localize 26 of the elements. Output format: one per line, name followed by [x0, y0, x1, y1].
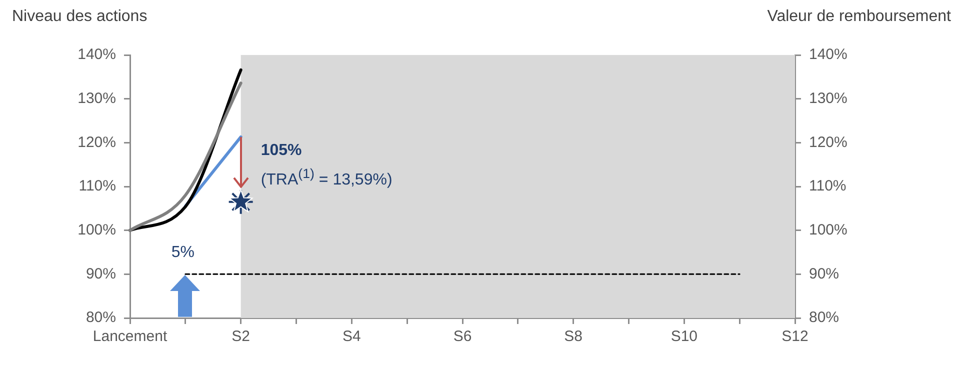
x-tick-label: S12 [782, 328, 808, 346]
x-tick-label: S4 [342, 328, 361, 346]
y-tick-label: 80% [809, 309, 840, 326]
x-tick-label: Lancement [92, 328, 168, 346]
y-tick-label: 90% [809, 265, 840, 282]
annotation: 5% [171, 244, 195, 262]
y-tick-label: 140% [809, 46, 848, 64]
text: Valeur de remboursement [767, 8, 951, 26]
y2-tick-label: 90% [86, 265, 116, 282]
annotation: 105% [260, 142, 302, 160]
y-tick-label: 130% [809, 90, 848, 107]
y2-tick-label: 130% [78, 90, 116, 107]
y-tick-label: 120% [809, 134, 848, 151]
y2-tick-label: 80% [86, 309, 116, 326]
x-tick-label: S10 [670, 328, 698, 346]
y2-tick-label: 120% [78, 134, 116, 151]
text: Niveau des actions [12, 8, 148, 26]
y2-tick-label: 140% [78, 46, 116, 64]
x-tick-label: S2 [232, 328, 250, 346]
y-tick-label: 100% [809, 221, 848, 238]
x-tick-label: S6 [453, 328, 472, 346]
y2-tick-label: 110% [78, 178, 116, 195]
x-tick-label: S8 [564, 328, 583, 346]
y2-tick-label: 100% [78, 221, 116, 238]
y-tick-label: 110% [809, 178, 846, 195]
annotation: (TRA$^{(1)}$ = 13,59%) [260, 166, 392, 190]
